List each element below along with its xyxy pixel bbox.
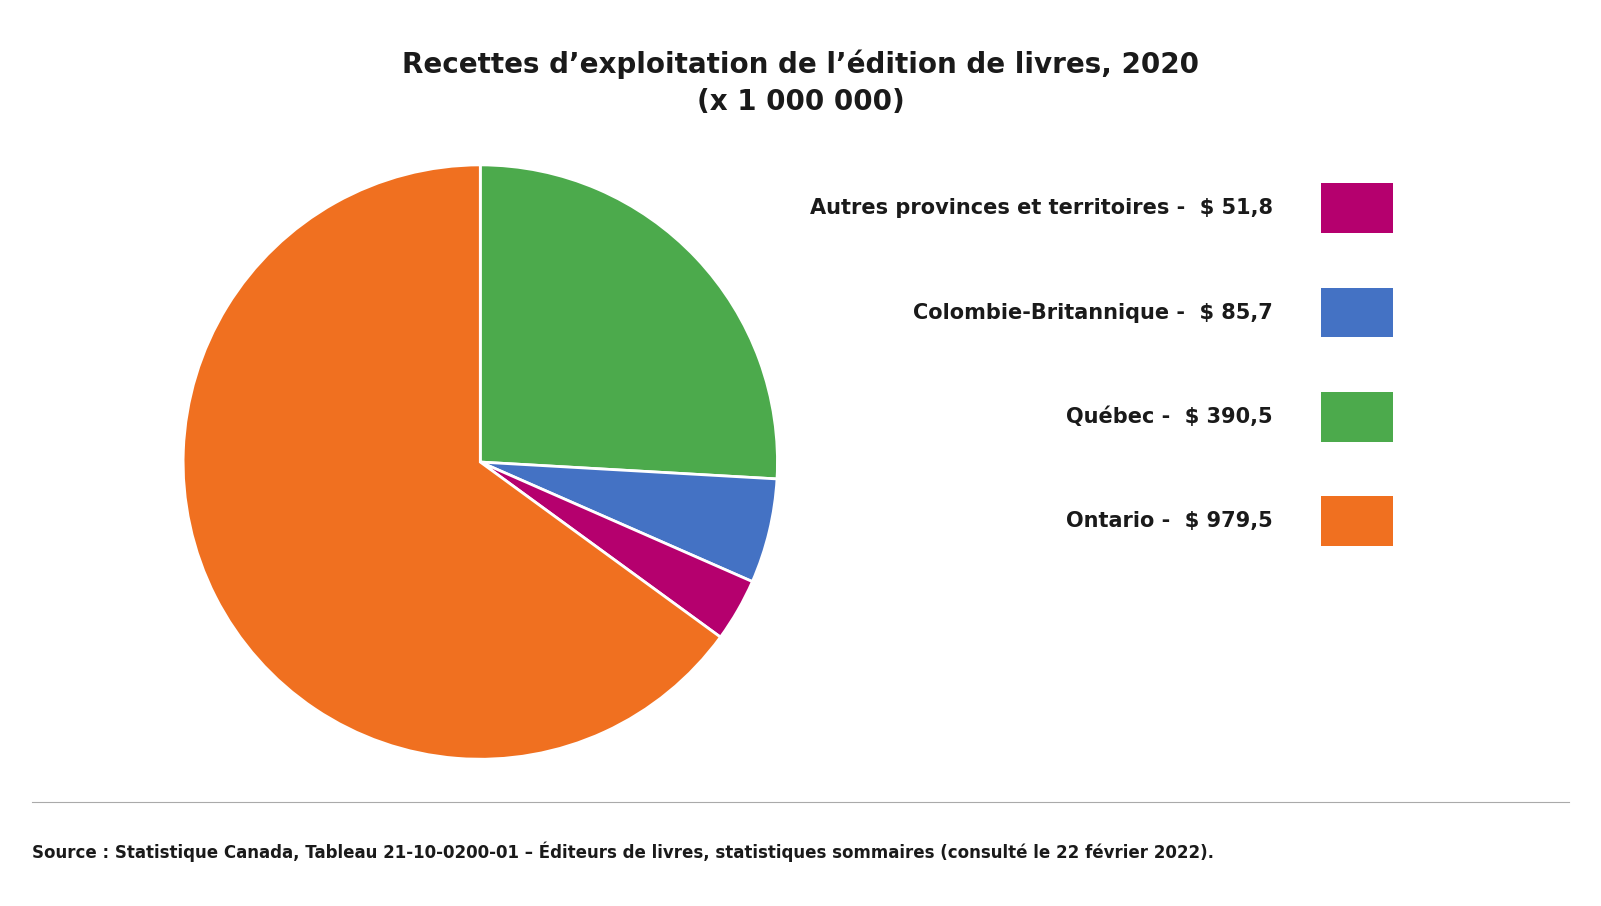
Wedge shape: [480, 165, 778, 479]
Wedge shape: [480, 462, 776, 582]
Text: Recettes d’exploitation de l’édition de livres, 2020
(x 1 000 000): Recettes d’exploitation de l’édition de …: [402, 50, 1199, 116]
Wedge shape: [480, 462, 752, 637]
Wedge shape: [183, 165, 720, 759]
Text: Ontario -  $ 979,5: Ontario - $ 979,5: [1066, 511, 1273, 531]
Text: Source : Statistique Canada, Tableau 21-10-0200-01 – Éditeurs de livres, statist: Source : Statistique Canada, Tableau 21-…: [32, 842, 1214, 862]
Text: Autres provinces et territoires -  $ 51,8: Autres provinces et territoires - $ 51,8: [810, 198, 1273, 218]
Text: Québec -  $ 390,5: Québec - $ 390,5: [1066, 407, 1273, 427]
Text: Colombie-Britannique -  $ 85,7: Colombie-Britannique - $ 85,7: [913, 303, 1273, 323]
